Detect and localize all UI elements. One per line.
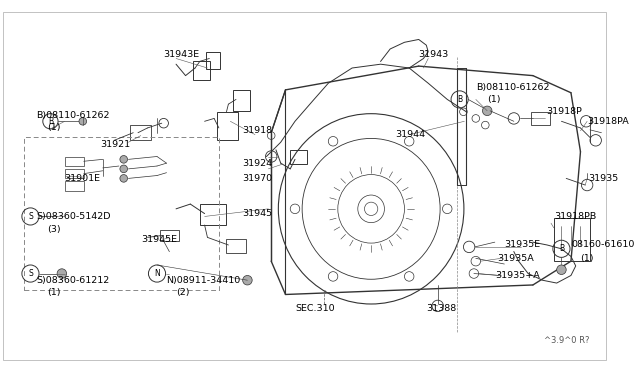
Text: 31935+A: 31935+A	[495, 271, 540, 280]
Text: (3): (3)	[47, 225, 61, 234]
Text: 31935: 31935	[588, 174, 618, 183]
Circle shape	[57, 269, 67, 278]
Circle shape	[442, 204, 452, 214]
Text: 31943: 31943	[419, 50, 449, 59]
Text: 31935E: 31935E	[504, 241, 540, 250]
Circle shape	[120, 155, 127, 163]
Text: 31918: 31918	[243, 126, 273, 135]
Text: 31924: 31924	[243, 159, 273, 168]
Circle shape	[120, 165, 127, 173]
Text: 31918PB: 31918PB	[554, 212, 596, 221]
Text: S: S	[28, 212, 33, 221]
Text: 31945E: 31945E	[141, 235, 177, 244]
Text: N: N	[154, 269, 160, 278]
Bar	[200, 204, 227, 225]
Bar	[233, 90, 250, 111]
Bar	[205, 52, 220, 69]
Text: 31921: 31921	[100, 140, 130, 149]
Text: 31901E: 31901E	[65, 174, 100, 183]
Bar	[24, 138, 219, 290]
Bar	[217, 112, 238, 140]
Bar	[193, 61, 211, 80]
Text: S)08360-5142D: S)08360-5142D	[36, 212, 111, 221]
Bar	[290, 150, 307, 164]
Text: B)08110-61262: B)08110-61262	[36, 111, 109, 120]
Text: (1): (1)	[580, 254, 594, 263]
Bar	[65, 169, 84, 179]
Text: (1): (1)	[47, 288, 61, 297]
Text: (1): (1)	[487, 95, 500, 104]
Text: 08160-61610: 08160-61610	[571, 241, 634, 250]
Bar	[160, 230, 179, 241]
Text: B)08110-61262: B)08110-61262	[476, 83, 549, 92]
Circle shape	[404, 137, 414, 146]
Bar	[531, 112, 550, 125]
Circle shape	[328, 272, 338, 281]
Text: 31388: 31388	[426, 304, 456, 313]
Circle shape	[243, 275, 252, 285]
Text: B: B	[48, 117, 53, 126]
Bar	[65, 181, 84, 191]
Text: S: S	[28, 269, 33, 278]
Text: SEC.310: SEC.310	[295, 304, 335, 313]
Circle shape	[404, 272, 414, 281]
Bar	[227, 239, 246, 253]
Bar	[65, 157, 84, 166]
Text: ^3.9^0 R?: ^3.9^0 R?	[545, 336, 590, 345]
Text: 31918P: 31918P	[546, 107, 582, 116]
Text: 31935A: 31935A	[497, 254, 534, 263]
Text: B: B	[457, 95, 462, 104]
Text: (2): (2)	[176, 288, 189, 297]
Text: (1): (1)	[47, 124, 61, 132]
Text: S)08360-61212: S)08360-61212	[36, 276, 109, 285]
Text: 31918PA: 31918PA	[587, 117, 629, 126]
Text: 31943E: 31943E	[164, 50, 200, 59]
Circle shape	[79, 118, 86, 125]
Text: N)08911-34410: N)08911-34410	[166, 276, 241, 285]
Circle shape	[120, 174, 127, 182]
Text: B: B	[559, 244, 564, 253]
Text: 31945: 31945	[243, 209, 273, 218]
Bar	[554, 218, 590, 261]
Circle shape	[290, 204, 300, 214]
Circle shape	[557, 265, 566, 275]
Circle shape	[483, 106, 492, 116]
Text: 31970: 31970	[243, 174, 273, 183]
Bar	[131, 125, 151, 140]
Circle shape	[328, 137, 338, 146]
Text: 31944: 31944	[395, 130, 425, 139]
